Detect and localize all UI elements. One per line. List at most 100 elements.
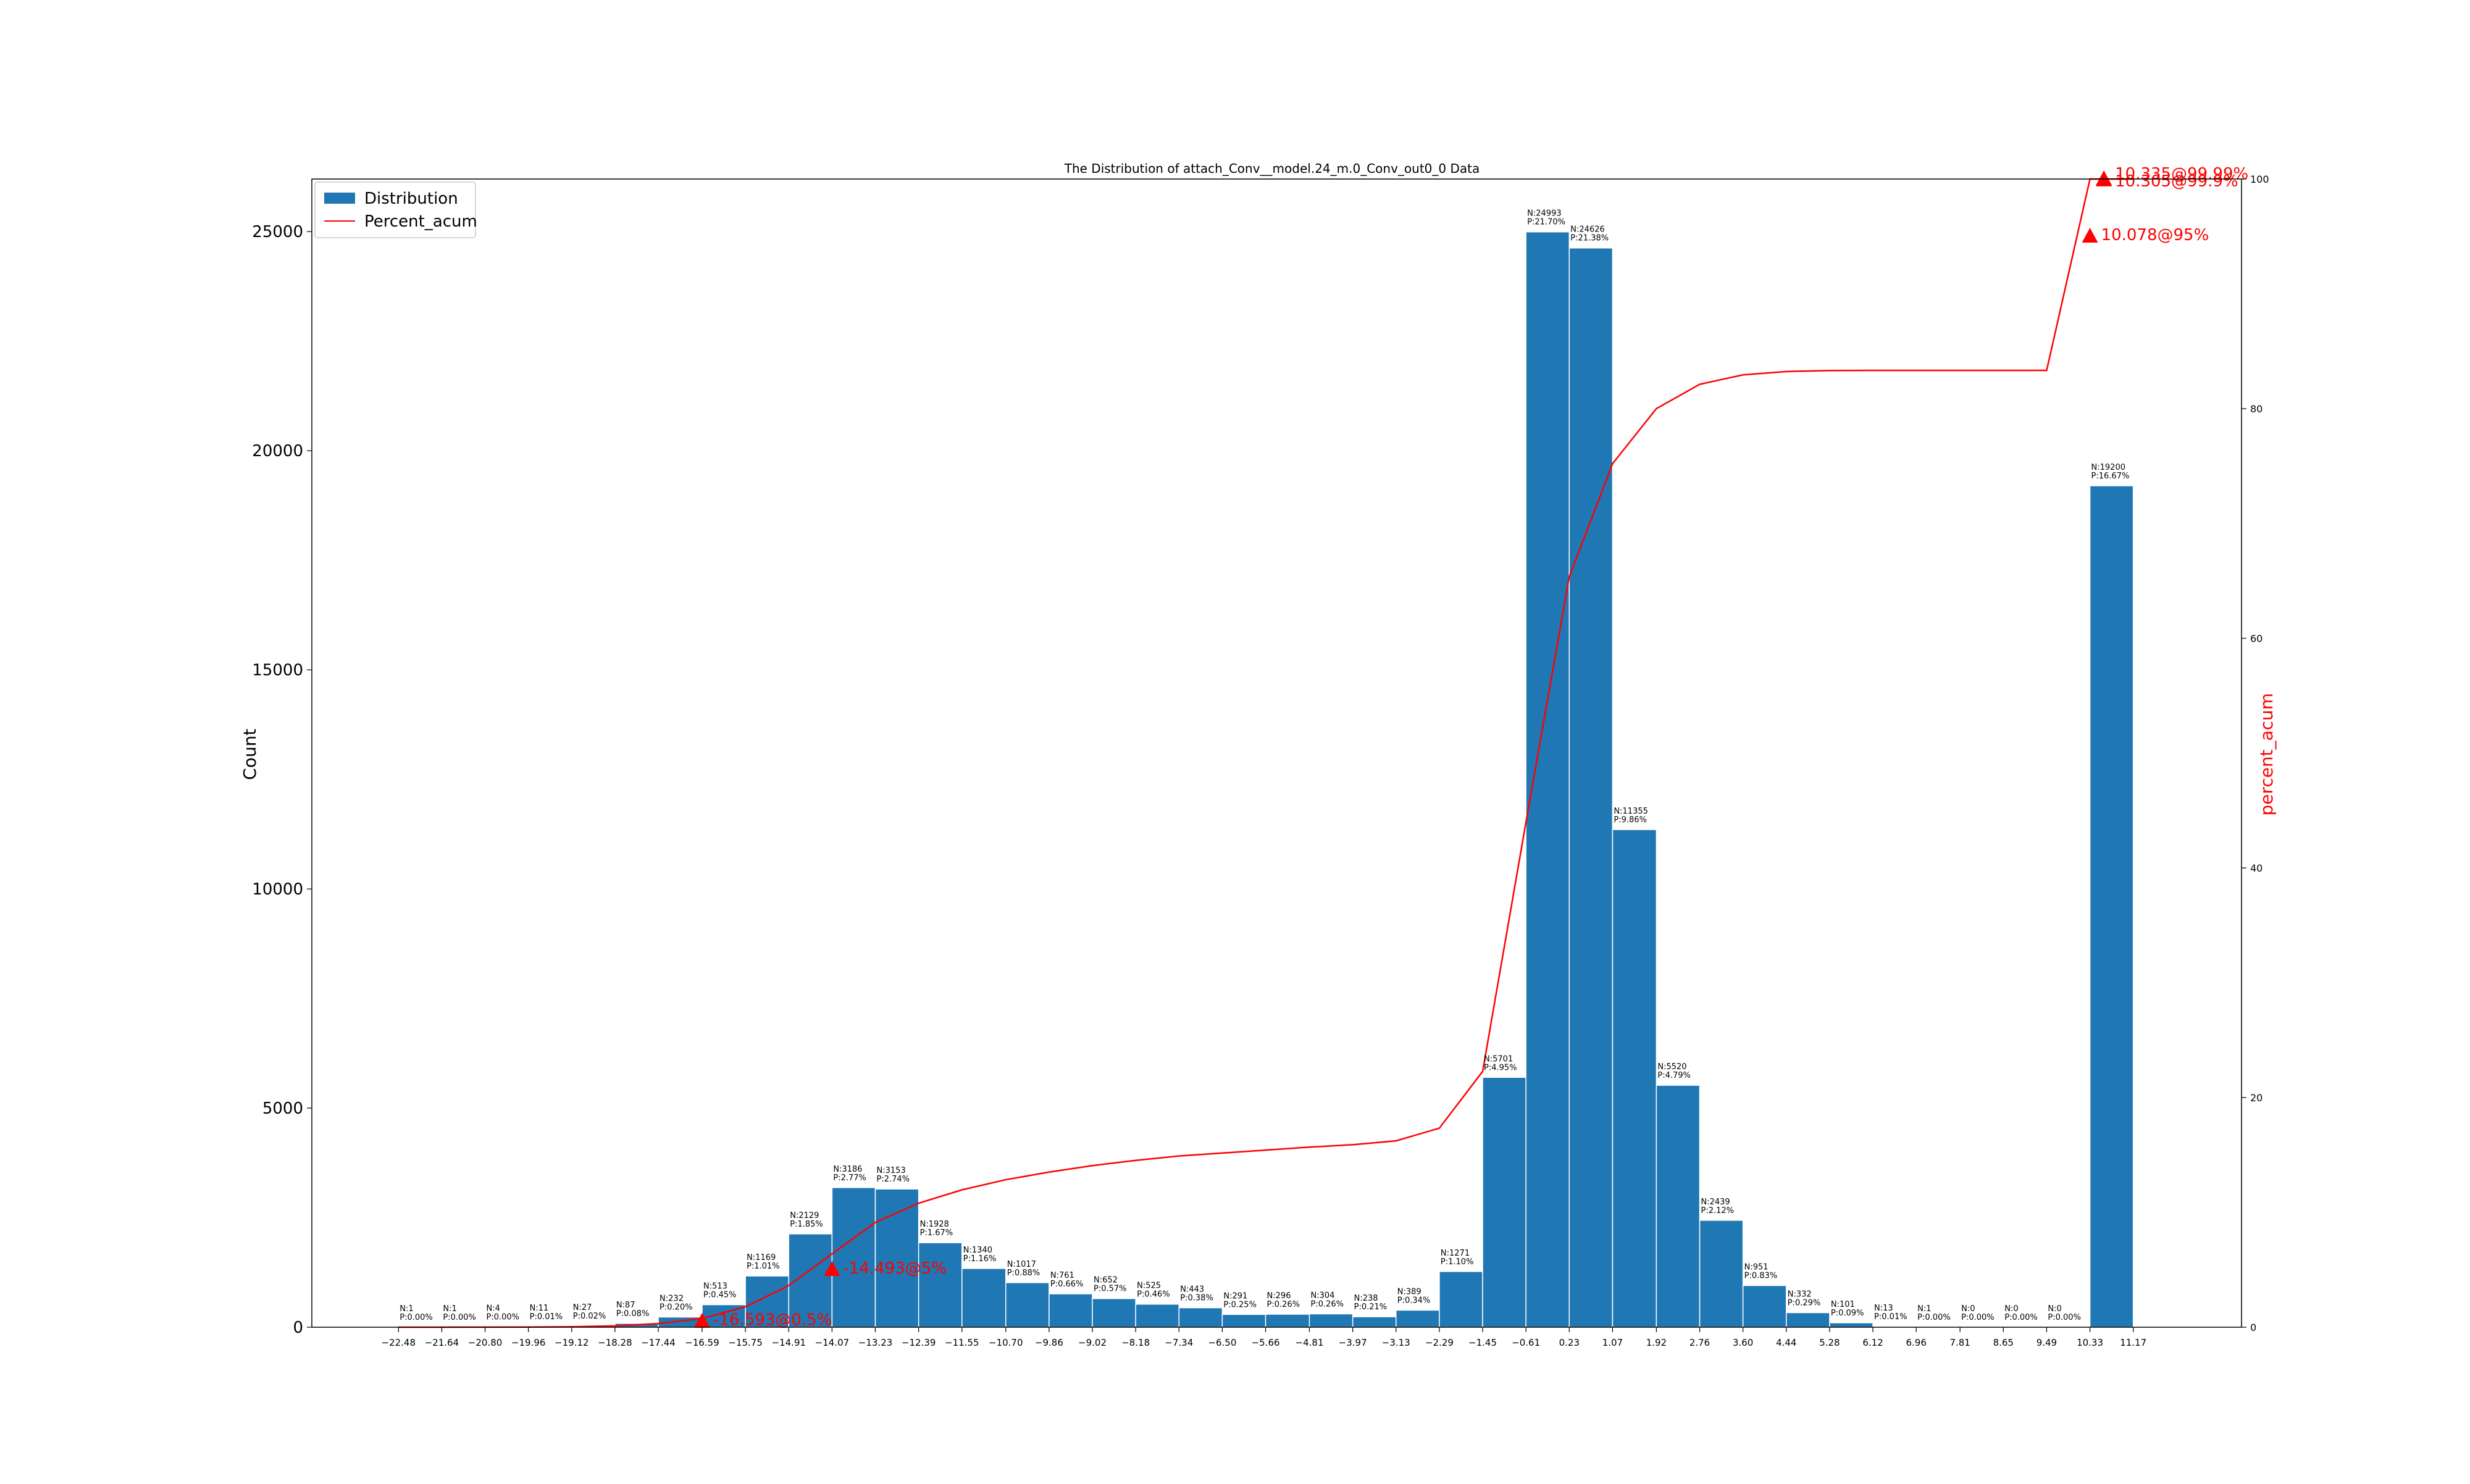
histogram-bar bbox=[1830, 1323, 1873, 1327]
bar-percent-label: P:0.21% bbox=[1354, 1303, 1388, 1312]
bar-count-label: N:5701 bbox=[1484, 1054, 1513, 1064]
legend: Distribution Percent_acum bbox=[315, 182, 477, 238]
bar-count-label: N:389 bbox=[1397, 1287, 1421, 1296]
bar-percent-label: P:0.09% bbox=[1831, 1309, 1864, 1318]
bar-count-label: N:1 bbox=[443, 1304, 456, 1314]
bar-percent-label: P:0.34% bbox=[1397, 1296, 1431, 1305]
bar-percent-label: P:0.29% bbox=[1788, 1298, 1821, 1307]
bar-percent-label: P:0.00% bbox=[1961, 1313, 1995, 1322]
bar-count-label: N:27 bbox=[573, 1303, 592, 1312]
percentile-annotation: -14.493@5% bbox=[843, 1259, 947, 1278]
bar-count-label: N:761 bbox=[1050, 1271, 1074, 1280]
x-tick-label: 6.96 bbox=[1906, 1337, 1926, 1348]
bar-count-label: N:1340 bbox=[963, 1246, 992, 1255]
bar-count-label: N:1928 bbox=[920, 1220, 949, 1229]
bar-count-label: N:24993 bbox=[1527, 209, 1561, 219]
bar-percent-label: P:0.20% bbox=[659, 1303, 693, 1312]
x-tick-label: −20.80 bbox=[468, 1337, 503, 1348]
x-tick-label: −8.18 bbox=[1121, 1337, 1150, 1348]
bar-percent-label: P:1.85% bbox=[790, 1220, 823, 1229]
bar-count-label: N:3153 bbox=[877, 1166, 906, 1175]
x-tick-label: 1.92 bbox=[1646, 1337, 1667, 1348]
y-tick-label: 10000 bbox=[252, 880, 303, 899]
x-tick-label: 8.65 bbox=[1993, 1337, 2014, 1348]
bar-percent-label: P:0.26% bbox=[1311, 1299, 1344, 1309]
x-tick-label: −2.29 bbox=[1425, 1337, 1454, 1348]
bar-count-label: N:3186 bbox=[833, 1165, 862, 1174]
bar-count-label: N:2129 bbox=[790, 1211, 819, 1220]
x-tick-label: −9.02 bbox=[1078, 1337, 1107, 1348]
bar-percent-label: P:0.46% bbox=[1137, 1290, 1170, 1299]
x-tick-label: −7.34 bbox=[1165, 1337, 1193, 1348]
bar-count-label: N:13 bbox=[1874, 1304, 1893, 1313]
histogram-bar bbox=[919, 1243, 962, 1327]
bar-percent-label: P:0.83% bbox=[1744, 1271, 1778, 1280]
bar-count-label: N:1169 bbox=[747, 1253, 776, 1262]
histogram-bar bbox=[1700, 1220, 1743, 1327]
histogram-bar bbox=[962, 1269, 1006, 1327]
y-tick-label: 5000 bbox=[262, 1099, 303, 1118]
bar-percent-label: P:0.02% bbox=[573, 1312, 606, 1321]
histogram-bar bbox=[832, 1188, 875, 1327]
bar-percent-label: P:4.79% bbox=[1657, 1071, 1691, 1080]
bar-count-label: N:238 bbox=[1354, 1294, 1378, 1303]
x-tick-label: −3.97 bbox=[1339, 1337, 1367, 1348]
histogram-bar bbox=[1612, 830, 1656, 1327]
x-tick-label: −12.39 bbox=[902, 1337, 936, 1348]
percentile-annotation: 10.335@99.99% bbox=[2115, 165, 2248, 183]
x-tick-label: −9.86 bbox=[1035, 1337, 1063, 1348]
x-tick-label: 1.07 bbox=[1602, 1337, 1623, 1348]
x-tick-label: 4.44 bbox=[1776, 1337, 1796, 1348]
bar-count-label: N:1 bbox=[400, 1304, 413, 1314]
histogram-bar bbox=[1006, 1283, 1049, 1327]
bar-count-label: N:87 bbox=[616, 1301, 635, 1310]
histogram-bar bbox=[2090, 486, 2133, 1327]
bar-count-label: N:513 bbox=[703, 1282, 727, 1291]
bar-percent-label: P:0.00% bbox=[400, 1313, 433, 1322]
bar-count-label: N:4 bbox=[487, 1304, 500, 1314]
y2-tick-label: 60 bbox=[2250, 633, 2263, 644]
bar-percent-label: P:0.00% bbox=[1917, 1313, 1951, 1322]
bar-count-label: N:296 bbox=[1267, 1291, 1291, 1301]
x-tick-label: −19.12 bbox=[555, 1337, 589, 1348]
bar-percent-label: P:0.66% bbox=[1050, 1280, 1084, 1289]
x-tick-label: −15.75 bbox=[728, 1337, 763, 1348]
bar-percent-label: P:0.08% bbox=[616, 1309, 650, 1319]
bar-count-label: N:951 bbox=[1744, 1262, 1769, 1272]
bar-percent-label: P:0.88% bbox=[1007, 1269, 1040, 1278]
bar-percent-label: P:21.70% bbox=[1527, 218, 1565, 227]
x-tick-label: 0.23 bbox=[1559, 1337, 1580, 1348]
bar-percent-label: P:0.01% bbox=[1874, 1312, 1907, 1322]
histogram-bar bbox=[1179, 1308, 1222, 1327]
x-tick-label: −3.13 bbox=[1382, 1337, 1410, 1348]
bar-count-label: N:11 bbox=[530, 1304, 549, 1313]
bar-percent-label: P:0.57% bbox=[1094, 1285, 1127, 1294]
bar-count-label: N:232 bbox=[659, 1294, 684, 1304]
x-tick-label: −14.91 bbox=[772, 1337, 806, 1348]
x-tick-label: −5.66 bbox=[1252, 1337, 1280, 1348]
bar-count-label: N:19200 bbox=[2091, 463, 2125, 472]
histogram-bar bbox=[1569, 248, 1612, 1327]
bar-percent-label: P:2.12% bbox=[1701, 1206, 1735, 1215]
bar-percent-label: P:0.00% bbox=[2004, 1313, 2038, 1322]
legend-line-label: Percent_acum bbox=[364, 212, 477, 231]
bar-count-label: N:1271 bbox=[1441, 1249, 1470, 1258]
histogram-bar bbox=[1222, 1314, 1265, 1327]
bar-count-label: N:24626 bbox=[1570, 225, 1604, 235]
x-tick-label: −22.48 bbox=[382, 1337, 416, 1348]
y-tick-label: 15000 bbox=[252, 661, 303, 680]
legend-bar-swatch bbox=[324, 193, 355, 204]
histogram-bar bbox=[876, 1189, 919, 1327]
x-tick-label: −1.45 bbox=[1468, 1337, 1497, 1348]
histogram-bar bbox=[1483, 1077, 1526, 1327]
bar-percent-label: P:2.77% bbox=[833, 1173, 866, 1183]
x-tick-label: −10.70 bbox=[989, 1337, 1023, 1348]
bar-count-label: N:291 bbox=[1223, 1291, 1247, 1301]
x-tick-label: 11.17 bbox=[2120, 1337, 2146, 1348]
bar-percent-label: P:9.86% bbox=[1614, 815, 1647, 825]
bar-count-label: N:652 bbox=[1094, 1276, 1118, 1285]
bar-percent-label: P:0.45% bbox=[703, 1291, 737, 1300]
bar-percent-label: P:0.00% bbox=[487, 1313, 520, 1322]
percentile-annotation: 10.078@95% bbox=[2101, 226, 2209, 244]
